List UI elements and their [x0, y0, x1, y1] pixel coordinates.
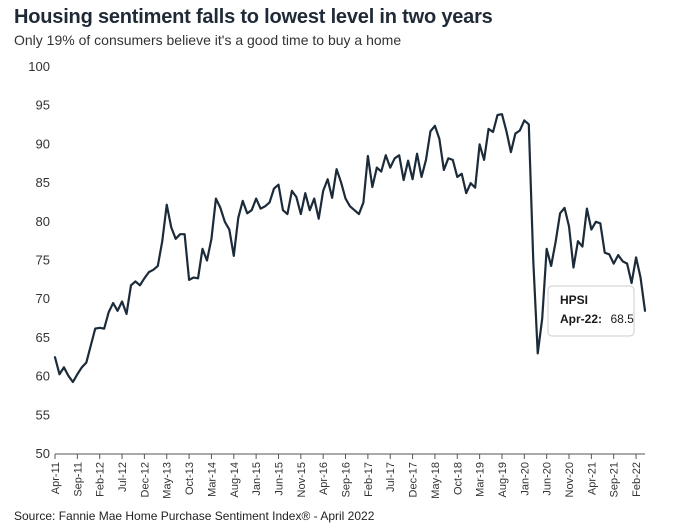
- y-tick-label: 95: [36, 98, 50, 113]
- x-axis: Apr-11 Sep-11 Feb-12 Jul-12 Dec-12 May-13 Oct-…: [50, 454, 643, 499]
- x-tick-label: Sep-11: [72, 462, 84, 497]
- y-axis: 50 55 60 65 70 75 80 85 90 95 100: [28, 59, 50, 461]
- y-tick-label: 70: [36, 291, 50, 306]
- tooltip-series-name: HPSI: [560, 293, 588, 307]
- tooltip-box: [547, 285, 635, 337]
- source-note: Source: Fannie Mae Home Purchase Sentime…: [14, 509, 375, 523]
- x-tick-label: May-18: [430, 462, 442, 499]
- y-tick-label: 80: [36, 214, 50, 229]
- x-tick-label: Oct-18: [452, 462, 464, 495]
- chart-subtitle: Only 19% of consumers believe it's a goo…: [14, 32, 402, 48]
- x-tick-label: Jun-15: [273, 462, 285, 496]
- x-tick-label: Jun-20: [542, 462, 554, 496]
- x-tick-label: Apr-16: [318, 462, 330, 495]
- x-tick-label: Jan-15: [251, 462, 263, 496]
- y-tick-label: 100: [28, 59, 50, 74]
- y-tick-label: 65: [36, 330, 50, 345]
- x-tick-label: Jul-12: [117, 462, 129, 492]
- series-line-hpsi[interactable]: [53, 113, 647, 384]
- x-tick-label: Mar-19: [475, 462, 487, 497]
- chart-title: Housing sentiment falls to lowest level …: [14, 6, 493, 28]
- x-tick-label: Aug-14: [229, 462, 241, 497]
- x-tick-label: Apr-21: [586, 462, 598, 495]
- x-tick-label: Jan-20: [519, 462, 531, 496]
- x-tick-label: Sep-16: [341, 462, 353, 497]
- y-tick-label: 55: [36, 407, 50, 422]
- tooltip: HPSI Apr-22: 68.5: [547, 285, 635, 337]
- y-tick-label: 50: [36, 446, 50, 461]
- x-tick-label: May-13: [162, 462, 174, 499]
- x-tick-label: Nov-20: [564, 462, 576, 497]
- x-tick-label: Feb-22: [631, 462, 643, 497]
- x-tick-label: Nov-15: [296, 462, 308, 497]
- tooltip-label: Apr-22:: [560, 312, 602, 326]
- x-tick-label: Mar-14: [206, 462, 218, 497]
- x-tick-label: Aug-19: [497, 462, 509, 497]
- y-tick-label: 75: [36, 253, 50, 268]
- tooltip-value: 68.5: [610, 312, 634, 326]
- x-tick-label: Dec-12: [139, 462, 151, 497]
- x-tick-label: Oct-13: [184, 462, 196, 495]
- x-tick-label: Feb-12: [95, 462, 107, 497]
- x-tick-label: Apr-11: [50, 462, 62, 494]
- y-tick-label: 90: [36, 136, 50, 151]
- y-tick-label: 85: [36, 175, 50, 190]
- x-tick-label: Dec-17: [408, 462, 420, 497]
- x-tick-label: Feb-17: [363, 462, 375, 497]
- x-tick-label: Sep-21: [609, 462, 621, 497]
- tooltip-line: Apr-22: 68.5: [560, 310, 634, 327]
- y-tick-label: 60: [36, 369, 50, 384]
- x-tick-label: Jul-17: [385, 462, 397, 492]
